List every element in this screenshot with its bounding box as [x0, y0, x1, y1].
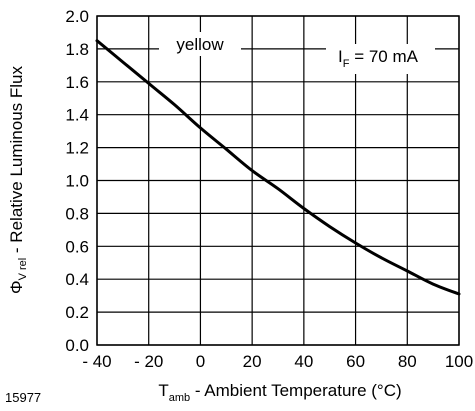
annotation-current-background: [326, 44, 435, 74]
x-tick-label: 100: [445, 352, 473, 371]
x-axis-text: - Ambient Temperature (°C): [190, 381, 402, 400]
annotation-yellow-background: [159, 32, 241, 56]
figure-number: 15977: [5, 390, 41, 405]
y-tick-label: 0.6: [65, 237, 89, 256]
y-axis-title: ΦV rel - Relative Luminous Flux: [7, 66, 29, 295]
y-axis-text: - Relative Luminous Flux: [7, 66, 26, 258]
y-tick-label: 2.0: [65, 7, 89, 26]
x-tick-label: 40: [294, 352, 313, 371]
y-tick-label: 0.0: [65, 336, 89, 355]
y-axis-subscript: V rel: [17, 258, 29, 281]
annotation-yellow: yellow: [176, 35, 224, 54]
y-tick-label: 0.2: [65, 303, 89, 322]
y-tick-label: 1.8: [65, 40, 89, 59]
luminous-flux-curve: [95, 39, 461, 296]
annotation-current-subscript: F: [343, 58, 350, 70]
annotation-current-symbol: I: [338, 47, 343, 66]
y-tick-label: 0.4: [65, 270, 89, 289]
y-tick-label: 0.8: [65, 204, 89, 223]
x-axis-title: Tamb - Ambient Temperature (°C): [158, 381, 401, 404]
y-tick-label: 1.2: [65, 139, 89, 158]
x-tick-label: 60: [346, 352, 365, 371]
x-tick-label: 0: [196, 352, 205, 371]
x-axis-subscript: amb: [169, 392, 190, 404]
annotations: yellow IF = 70 mA: [159, 32, 435, 74]
tick-labels: - 40 - 20 0 20 40 60 80 100 0.0 0.2 0.4 0.6 0.8 1.0 1.…: [65, 7, 473, 371]
annotation-current-text: = 70 mA: [349, 47, 418, 66]
y-tick-label: 1.6: [65, 73, 89, 92]
y-tick-label: 1.0: [65, 172, 89, 191]
y-axis-symbol: Φ: [7, 280, 26, 294]
x-tick-label: - 40: [82, 352, 111, 371]
x-tick-label: 80: [398, 352, 417, 371]
y-tick-label: 1.4: [65, 106, 89, 125]
annotation-current: IF = 70 mA: [338, 47, 419, 70]
x-tick-label: 20: [243, 352, 262, 371]
x-tick-label: - 20: [134, 352, 163, 371]
plot-frame: [96, 15, 460, 346]
x-axis-symbol: T: [158, 381, 168, 400]
